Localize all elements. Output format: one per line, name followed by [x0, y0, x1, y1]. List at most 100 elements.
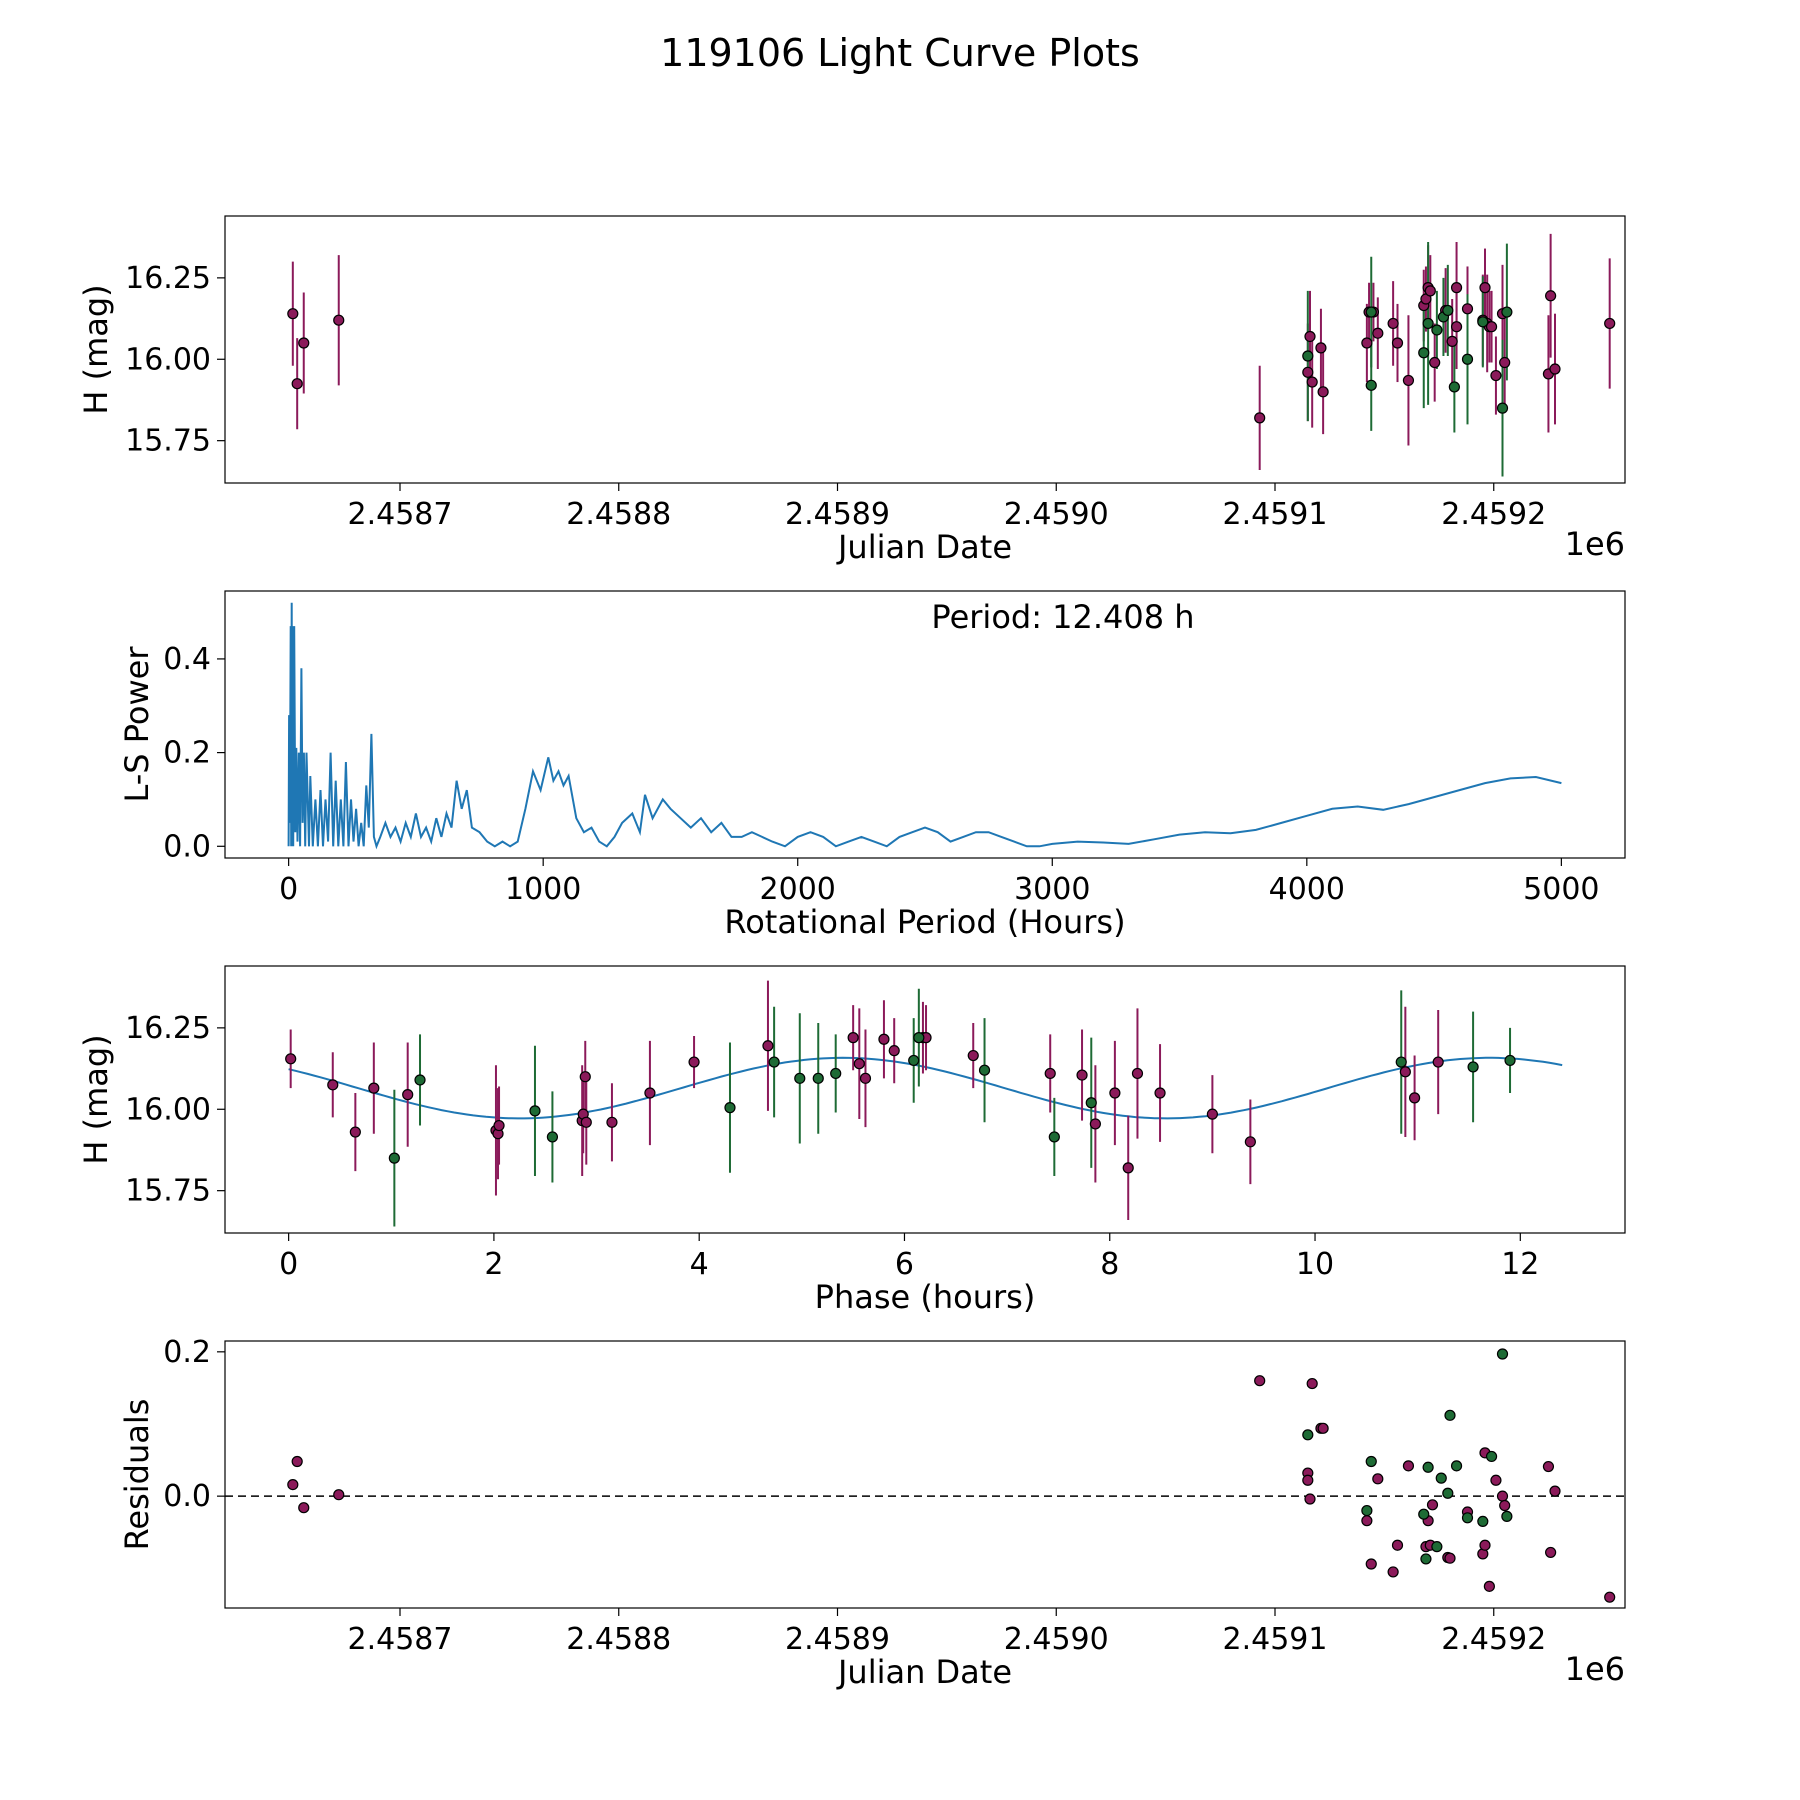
phased-point [908, 1054, 920, 1067]
residuals-point [1431, 1541, 1443, 1553]
residuals-point [1317, 1422, 1329, 1434]
residuals-point [1365, 1558, 1377, 1570]
residuals-point [1422, 1461, 1434, 1473]
residuals-ytick-label: 0.2 [163, 1335, 211, 1370]
periodogram-xtick-label: 4000 [1269, 872, 1345, 907]
residuals-point [1391, 1539, 1404, 1551]
phased-point [1408, 1092, 1421, 1104]
phased-xtick-label: 12 [1501, 1247, 1539, 1282]
lightcurve-point [1391, 337, 1404, 349]
periodogram-ylabel: L-S Power [118, 646, 156, 803]
lightcurve-xtick-label: 2.4591 [1223, 497, 1328, 532]
lightcurve-point [1461, 353, 1474, 365]
residuals-xlabel: Julian Date [836, 1653, 1012, 1691]
residuals-point [1485, 1450, 1498, 1463]
residuals-point [1304, 1493, 1316, 1505]
lightcurve-point [1442, 304, 1454, 317]
residuals-point [1499, 1499, 1511, 1512]
lightcurve-point [1448, 381, 1460, 393]
periodogram-xtick-label: 0 [279, 872, 298, 907]
residuals-point [1604, 1591, 1616, 1603]
lightcurve-plot: 2.4587 2.4588 2.4589 2.4590 2.4591 2.4592 15.7… [125, 233, 1616, 532]
phased-point [285, 1053, 297, 1065]
residuals-point [1426, 1499, 1439, 1511]
residuals-point [1302, 1429, 1314, 1441]
lightcurve-point [1450, 282, 1463, 294]
periodogram-series-line [287, 602, 1562, 850]
residuals-point [1302, 1474, 1314, 1486]
residuals-plot: 2.4587 2.4588 2.4589 2.4590 2.4591 2.4592 0.0 0… [163, 1335, 1625, 1657]
lightcurve-point [1479, 282, 1491, 294]
lightcurve-panel: 2.4587 2.4588 2.4589 2.4590 2.4591 2.4592 15.7… [77, 215, 1626, 566]
lightcurve-offset-label: 1e6 [1565, 525, 1625, 563]
lightcurve-point [287, 308, 299, 320]
phased-point [1122, 1162, 1134, 1174]
residuals-point [1542, 1460, 1555, 1473]
residuals-point [298, 1502, 310, 1514]
phased-point [1076, 1069, 1088, 1081]
residuals-xtick-label: 2.4587 [348, 1622, 453, 1657]
residuals-point [1477, 1515, 1489, 1528]
residuals-point [1306, 1377, 1318, 1390]
periodogram-xtick-label: 2000 [760, 872, 836, 907]
residuals-point [1450, 1460, 1463, 1472]
residuals-point [1444, 1552, 1456, 1564]
phased-point [978, 1064, 991, 1076]
figure-title: 119106 Light Curve Plots [660, 31, 1140, 75]
phased-point [402, 1089, 414, 1101]
phased-ytick-label: 16.00 [125, 1092, 211, 1127]
residuals-ylabel: Residuals [118, 1399, 156, 1551]
phased-point [579, 1071, 591, 1083]
lightcurve-point [1365, 379, 1377, 391]
lightcurve-point [1461, 303, 1474, 315]
phased-point [794, 1072, 806, 1084]
periodogram-xtick-label: 3000 [1014, 872, 1090, 907]
phased-point [1085, 1097, 1097, 1109]
residuals-point [291, 1455, 303, 1468]
periodogram-xtick-label: 5000 [1523, 872, 1599, 907]
lightcurve-point [1485, 321, 1498, 333]
phased-point [724, 1102, 736, 1114]
residuals-point [1549, 1485, 1561, 1497]
lightcurve-point [1315, 342, 1327, 354]
residuals-point [1372, 1473, 1384, 1485]
phased-point [888, 1045, 900, 1057]
lightcurve-xtick-label: 2.4589 [785, 497, 890, 532]
phased-xtick-label: 2 [484, 1247, 503, 1282]
residuals-xtick-label: 2.4591 [1223, 1622, 1328, 1657]
phased-point [1089, 1118, 1101, 1130]
phased-point [1244, 1136, 1256, 1148]
lightcurve-point [1545, 290, 1557, 302]
lightcurve-point [1496, 402, 1509, 414]
periodogram-ytick-label: 0.2 [163, 736, 211, 771]
lightcurve-ytick-label: 16.00 [125, 342, 211, 377]
residuals-point [1254, 1375, 1266, 1387]
residuals-point [1365, 1455, 1377, 1468]
lightcurve-point [1418, 347, 1430, 359]
lightcurve-point [1501, 306, 1513, 318]
phased-point [493, 1119, 505, 1132]
phased-frame [224, 965, 1626, 1234]
phased-point [853, 1058, 865, 1070]
phased-xlabel: Phase (hours) [815, 1278, 1036, 1316]
phased-point [812, 1072, 824, 1084]
lightcurve-point [1361, 337, 1373, 349]
periodogram-ytick-label: 0.4 [163, 642, 211, 677]
phased-point [644, 1087, 656, 1099]
residuals-point [1496, 1490, 1509, 1502]
residuals-frame [224, 1340, 1626, 1609]
phased-point [859, 1072, 872, 1084]
residuals-point [1420, 1553, 1432, 1565]
phased-point [546, 1131, 559, 1143]
phased-xtick-label: 8 [1100, 1247, 1119, 1282]
lightcurve-point [1490, 369, 1502, 382]
phased-ytick-label: 16.25 [125, 1011, 211, 1046]
periodogram-xtick-label: 1000 [505, 872, 581, 907]
periodogram-panel: 0 1000 2000 3000 4000 5000 0.0 0.2 0.4 Period: 1… [118, 590, 1626, 941]
phased-point [878, 1033, 890, 1045]
phased-point [1048, 1131, 1060, 1143]
phased-point [830, 1067, 842, 1080]
residuals-xtick-label: 2.4592 [1441, 1622, 1546, 1657]
lightcurve-point [1302, 350, 1314, 362]
